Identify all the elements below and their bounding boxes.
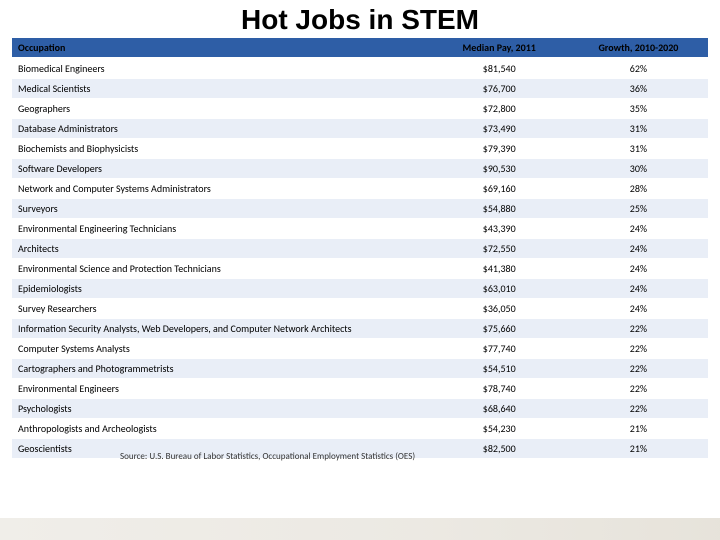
cell-growth: 22%: [569, 359, 708, 379]
cell-median-pay: $75,660: [430, 319, 569, 339]
cell-occupation: Geographers: [12, 99, 430, 119]
cell-occupation: Environmental Engineering Technicians: [12, 219, 430, 239]
cell-occupation: Network and Computer Systems Administrat…: [12, 179, 430, 199]
table-row: Geographers$72,80035%: [12, 99, 708, 119]
table-body: Biomedical Engineers$81,54062%Medical Sc…: [12, 58, 708, 459]
table-row: Network and Computer Systems Administrat…: [12, 179, 708, 199]
cell-occupation: Biomedical Engineers: [12, 58, 430, 79]
cell-occupation: Architects: [12, 239, 430, 259]
cell-median-pay: $81,540: [430, 58, 569, 79]
cell-growth: 62%: [569, 58, 708, 79]
cell-median-pay: $63,010: [430, 279, 569, 299]
cell-growth: 24%: [569, 219, 708, 239]
cell-median-pay: $77,740: [430, 339, 569, 359]
col-median-pay: Median Pay, 2011: [430, 38, 569, 58]
cell-median-pay: $78,740: [430, 379, 569, 399]
cell-occupation: Environmental Science and Protection Tec…: [12, 259, 430, 279]
cell-median-pay: $76,700: [430, 79, 569, 99]
cell-median-pay: $79,390: [430, 139, 569, 159]
cell-occupation: Database Administrators: [12, 119, 430, 139]
cell-occupation: Biochemists and Biophysicists: [12, 139, 430, 159]
cell-occupation: Psychologists: [12, 399, 430, 419]
cell-median-pay: $54,510: [430, 359, 569, 379]
table-row: Environmental Engineers$78,74022%: [12, 379, 708, 399]
cell-median-pay: $36,050: [430, 299, 569, 319]
table-row: Architects$72,55024%: [12, 239, 708, 259]
cell-median-pay: $69,160: [430, 179, 569, 199]
jobs-table: Occupation Median Pay, 2011 Growth, 2010…: [12, 38, 708, 459]
table-head: Occupation Median Pay, 2011 Growth, 2010…: [12, 38, 708, 58]
cell-growth: 21%: [569, 439, 708, 459]
cell-occupation: Surveyors: [12, 199, 430, 219]
table-row: Medical Scientists$76,70036%: [12, 79, 708, 99]
cell-occupation: Software Developers: [12, 159, 430, 179]
cell-growth: 22%: [569, 399, 708, 419]
table-row: Biomedical Engineers$81,54062%: [12, 58, 708, 79]
cell-occupation: Computer Systems Analysts: [12, 339, 430, 359]
slide: Hot Jobs in STEM Occupation Median Pay, …: [0, 0, 720, 540]
cell-growth: 24%: [569, 299, 708, 319]
cell-growth: 30%: [569, 159, 708, 179]
table-row: Computer Systems Analysts$77,74022%: [12, 339, 708, 359]
slide-title: Hot Jobs in STEM: [12, 4, 708, 36]
col-growth: Growth, 2010-2020: [569, 38, 708, 58]
table-row: Psychologists$68,64022%: [12, 399, 708, 419]
cell-occupation: Environmental Engineers: [12, 379, 430, 399]
table-row: Epidemiologists$63,01024%: [12, 279, 708, 299]
cell-growth: 21%: [569, 419, 708, 439]
cell-growth: 31%: [569, 119, 708, 139]
cell-median-pay: $73,490: [430, 119, 569, 139]
header-row: Occupation Median Pay, 2011 Growth, 2010…: [12, 38, 708, 58]
cell-median-pay: $90,530: [430, 159, 569, 179]
cell-occupation: Medical Scientists: [12, 79, 430, 99]
table-row: Anthropologists and Archeologists$54,230…: [12, 419, 708, 439]
cell-growth: 25%: [569, 199, 708, 219]
cell-occupation: Anthropologists and Archeologists: [12, 419, 430, 439]
cell-median-pay: $54,880: [430, 199, 569, 219]
cell-median-pay: $82,500: [430, 439, 569, 459]
cell-growth: 31%: [569, 139, 708, 159]
cell-growth: 24%: [569, 239, 708, 259]
table-row: Cartographers and Photogrammetrists$54,5…: [12, 359, 708, 379]
cell-growth: 36%: [569, 79, 708, 99]
table-row: Survey Researchers$36,05024%: [12, 299, 708, 319]
cell-occupation: Information Security Analysts, Web Devel…: [12, 319, 430, 339]
table-row: Environmental Engineering Technicians$43…: [12, 219, 708, 239]
cell-median-pay: $68,640: [430, 399, 569, 419]
table-row: Database Administrators$73,49031%: [12, 119, 708, 139]
cell-median-pay: $41,380: [430, 259, 569, 279]
cell-growth: 24%: [569, 259, 708, 279]
source-note: Source: U.S. Bureau of Labor Statistics,…: [120, 451, 415, 462]
cell-growth: 22%: [569, 319, 708, 339]
cell-occupation: Cartographers and Photogrammetrists: [12, 359, 430, 379]
col-occupation: Occupation: [12, 38, 430, 58]
cell-median-pay: $72,550: [430, 239, 569, 259]
cell-growth: 22%: [569, 339, 708, 359]
table-row: Environmental Science and Protection Tec…: [12, 259, 708, 279]
cell-median-pay: $54,230: [430, 419, 569, 439]
cell-growth: 22%: [569, 379, 708, 399]
background-strip: [0, 518, 720, 540]
table-row: Biochemists and Biophysicists$79,39031%: [12, 139, 708, 159]
table-row: Software Developers$90,53030%: [12, 159, 708, 179]
table-row: Surveyors$54,88025%: [12, 199, 708, 219]
table-row: Information Security Analysts, Web Devel…: [12, 319, 708, 339]
cell-growth: 24%: [569, 279, 708, 299]
cell-growth: 35%: [569, 99, 708, 119]
cell-occupation: Epidemiologists: [12, 279, 430, 299]
cell-occupation: Survey Researchers: [12, 299, 430, 319]
cell-median-pay: $72,800: [430, 99, 569, 119]
cell-growth: 28%: [569, 179, 708, 199]
cell-median-pay: $43,390: [430, 219, 569, 239]
